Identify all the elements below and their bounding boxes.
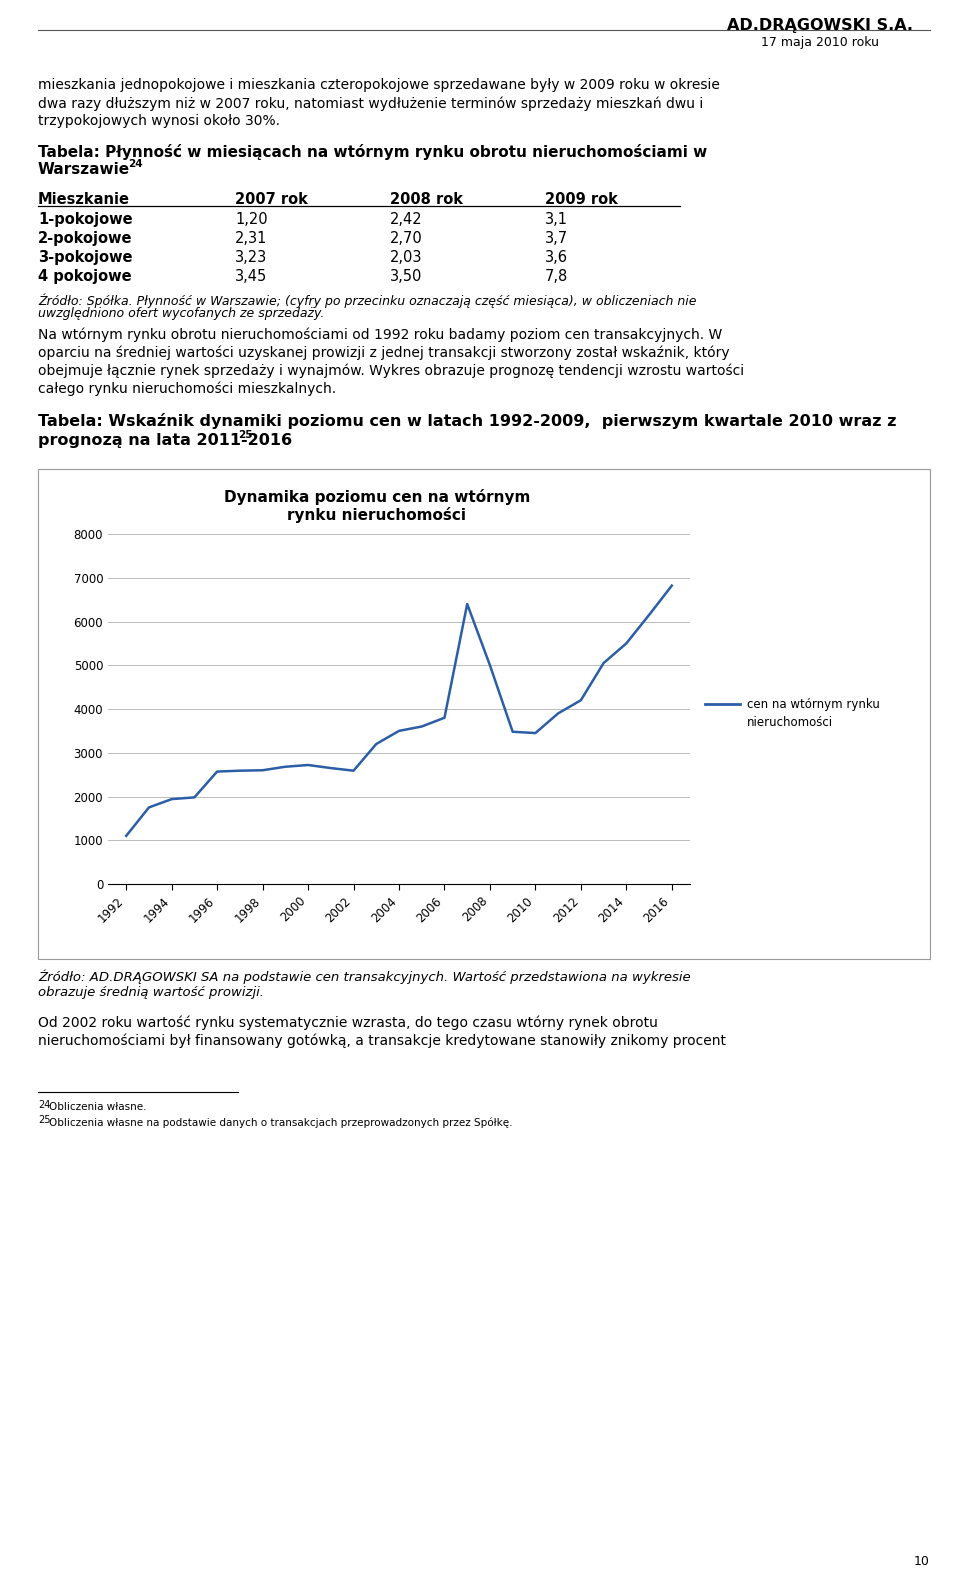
Text: 10: 10 [914, 1554, 930, 1569]
Text: Warszawie: Warszawie [38, 163, 131, 177]
Text: 2007 rok: 2007 rok [235, 193, 308, 207]
Text: 3,6: 3,6 [545, 249, 568, 265]
Text: 2,70: 2,70 [390, 230, 422, 246]
Text: nieruchomościami był finansowany gotówką, a transakcje kredytowane stanowiły zni: nieruchomościami był finansowany gotówką… [38, 1034, 726, 1048]
Text: 2008 rok: 2008 rok [390, 193, 463, 207]
Text: Na wtórnym rynku obrotu nieruchomościami od 1992 roku badamy poziom cen transakc: Na wtórnym rynku obrotu nieruchomościami… [38, 327, 722, 341]
Text: trzypokojowych wynosi około 30%.: trzypokojowych wynosi około 30%. [38, 114, 280, 128]
Text: oparciu na średniej wartości uzyskanej prowizji z jednej transakcji stworzony zo: oparciu na średniej wartości uzyskanej p… [38, 346, 730, 360]
Text: 24: 24 [128, 159, 143, 169]
Text: 1,20: 1,20 [235, 211, 268, 227]
Text: 25: 25 [38, 1116, 51, 1125]
Text: obejmuje łącznie rynek sprzedaży i wynajmów. Wykres obrazuje prognozę tendencji : obejmuje łącznie rynek sprzedaży i wynaj… [38, 363, 744, 377]
Text: 2,31: 2,31 [235, 230, 268, 246]
Text: 2,42: 2,42 [390, 211, 422, 227]
Text: Źródło: AD.DRĄGOWSKI SA na podstawie cen transakcyjnych. Wartość przedstawiona n: Źródło: AD.DRĄGOWSKI SA na podstawie cen… [38, 969, 690, 983]
Text: całego rynku nieruchomości mieszkalnych.: całego rynku nieruchomości mieszkalnych. [38, 380, 336, 396]
Text: 3,1: 3,1 [545, 211, 568, 227]
Text: 2-pokojowe: 2-pokojowe [38, 230, 132, 246]
Text: 17 maja 2010 roku: 17 maja 2010 roku [761, 36, 879, 49]
Text: obrazuje średnią wartość prowizji.: obrazuje średnią wartość prowizji. [38, 986, 264, 999]
Text: Źródło: Spółka. Płynność w Warszawie; (cyfry po przecinku oznaczają część miesią: Źródło: Spółka. Płynność w Warszawie; (c… [38, 294, 697, 308]
Text: 1-pokojowe: 1-pokojowe [38, 211, 132, 227]
Text: Tabela: Wskaźnik dynamiki poziomu cen w latach 1992-2009,  pierwszym kwartale 20: Tabela: Wskaźnik dynamiki poziomu cen w … [38, 413, 897, 429]
Text: 3-pokojowe: 3-pokojowe [38, 249, 132, 265]
Text: uwzględniono ofert wycofanych ze sprzedaży.: uwzględniono ofert wycofanych ze sprzeda… [38, 308, 324, 320]
Text: 3,50: 3,50 [390, 268, 422, 284]
Text: 25: 25 [238, 429, 252, 440]
Text: dwa razy dłuższym niż w 2007 roku, natomiast wydłużenie terminów sprzedaży miesz: dwa razy dłuższym niż w 2007 roku, natom… [38, 96, 704, 110]
Text: Obliczenia własne na podstawie danych o transakcjach przeprowadzonych przez Spół: Obliczenia własne na podstawie danych o … [49, 1117, 513, 1128]
Text: Od 2002 roku wartość rynku systematycznie wzrasta, do tego czasu wtórny rynek ob: Od 2002 roku wartość rynku systematyczni… [38, 1016, 658, 1030]
Text: Tabela: Płynność w miesiącach na wtórnym rynku obrotu nieruchomościami w: Tabela: Płynność w miesiącach na wtórnym… [38, 144, 708, 159]
Text: Mieszkanie: Mieszkanie [38, 193, 130, 207]
Text: rynku nieruchomości: rynku nieruchomości [287, 507, 467, 522]
Text: 24: 24 [38, 1100, 50, 1109]
Text: Dynamika poziomu cen na wtórnym: Dynamika poziomu cen na wtórnym [224, 489, 530, 505]
Text: cen na wtórnym rynku
nieruchomości: cen na wtórnym rynku nieruchomości [747, 697, 880, 729]
Text: 7,8: 7,8 [545, 268, 568, 284]
Text: 3,45: 3,45 [235, 268, 267, 284]
Text: 4 pokojowe: 4 pokojowe [38, 268, 132, 284]
Text: mieszkania jednopokojowe i mieszkania czteropokojowe sprzedawane były w 2009 rok: mieszkania jednopokojowe i mieszkania cz… [38, 77, 720, 92]
Text: 2,03: 2,03 [390, 249, 422, 265]
Text: 3,23: 3,23 [235, 249, 267, 265]
Bar [38, 469, 930, 959]
Text: Obliczenia własne.: Obliczenia własne. [49, 1101, 147, 1112]
Text: AD.DRĄGOWSKI S.A.: AD.DRĄGOWSKI S.A. [727, 17, 913, 33]
Text: 3,7: 3,7 [545, 230, 568, 246]
Text: prognozą na lata 2011-2016: prognozą na lata 2011-2016 [38, 432, 292, 448]
Text: 2009 rok: 2009 rok [545, 193, 618, 207]
